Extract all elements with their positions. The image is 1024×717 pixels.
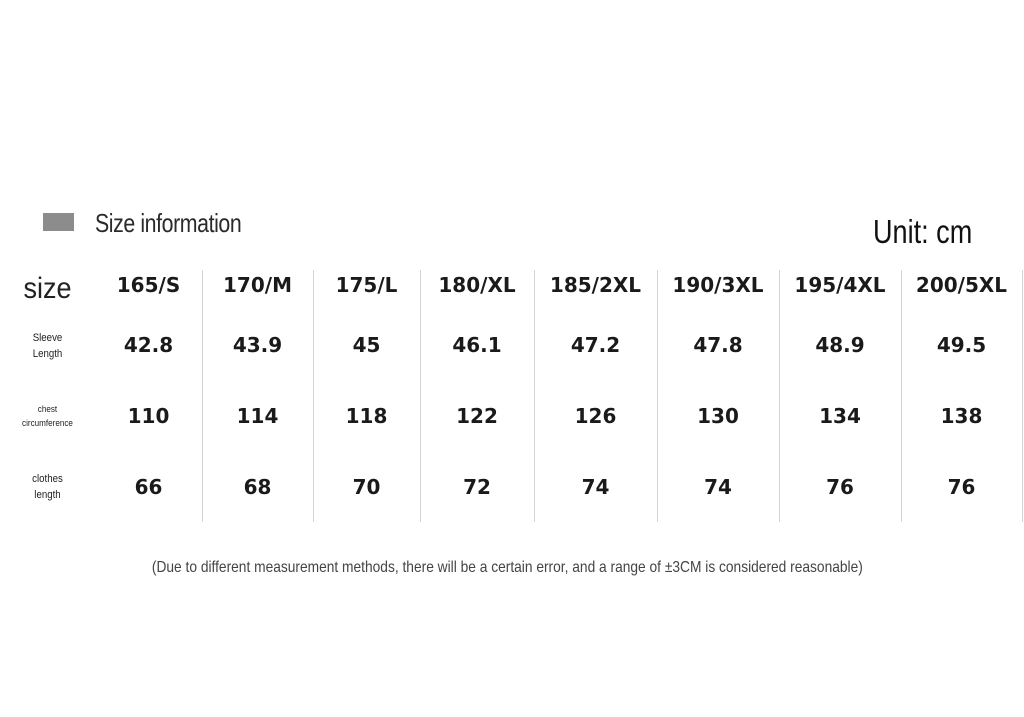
column-divider: [779, 270, 780, 522]
row-label-clothes-length: clothes length: [32, 473, 63, 501]
size-column-header: 170/M: [223, 273, 292, 297]
title-swatch: [43, 213, 74, 231]
table-cell: 76: [947, 475, 976, 499]
table-cell: 68: [243, 475, 272, 499]
table-cell: 126: [574, 404, 617, 428]
table-cell: 48.9: [815, 333, 865, 357]
size-table: size 165/S 170/M 175/L 180/XL 185/2XL 19…: [0, 262, 1024, 522]
column-divider: [202, 270, 203, 522]
table-cell: 42.8: [123, 333, 174, 357]
table-cell: 118: [345, 404, 388, 428]
table-cell: 114: [236, 404, 279, 428]
table-cell: 43.9: [232, 333, 283, 357]
table-row: Sleeve Length 42.8 43.9 45 46.1 47.2 47.…: [0, 330, 1024, 370]
size-column-header: 180/XL: [438, 273, 516, 297]
table-cell: 74: [704, 475, 732, 499]
table-cell: 47.2: [570, 333, 621, 357]
size-column-header: 185/2XL: [549, 273, 642, 297]
table-header-row: size 165/S 170/M 175/L 180/XL 185/2XL 19…: [0, 262, 1024, 305]
row-label-sleeve-length: Sleeve Length: [32, 332, 63, 360]
size-column-header: 165/S: [116, 273, 181, 297]
table-cell: 45: [352, 333, 381, 357]
size-column-header: 195/4XL: [794, 273, 886, 297]
table-cell: 138: [940, 404, 983, 428]
row-label-chest-circumference: chest circumference: [22, 404, 73, 428]
unit-label: Unit: cm: [873, 213, 973, 250]
table-cell: 110: [127, 404, 170, 428]
measurement-note: (Due to different measurement methods, t…: [151, 559, 863, 576]
section-title: Size information: [95, 208, 242, 238]
table-cell: 72: [463, 475, 491, 499]
table-cell: 47.8: [693, 333, 743, 357]
size-column-header: 175/L: [335, 273, 398, 297]
table-cell: 46.1: [452, 333, 502, 357]
column-divider: [1022, 270, 1023, 522]
size-column-header: 200/5XL: [915, 273, 1008, 297]
column-divider: [534, 270, 535, 522]
table-cell: 76: [826, 475, 854, 499]
column-divider: [657, 270, 658, 522]
column-divider: [901, 270, 902, 522]
table-cell: 122: [456, 404, 498, 428]
table-row: clothes length 66 68 70 72 74 74 76 76: [0, 471, 1024, 511]
header-row-label: size: [23, 272, 72, 305]
table-cell: 74: [581, 475, 610, 499]
table-cell: 134: [819, 404, 861, 428]
table-cell: 130: [697, 404, 739, 428]
column-divider: [420, 270, 421, 522]
size-column-header: 190/3XL: [672, 273, 764, 297]
table-cell: 70: [352, 475, 381, 499]
column-divider: [313, 270, 314, 522]
table-cell: 49.5: [936, 333, 987, 357]
table-row: chest circumference 110 114 118 122 126 …: [0, 402, 1024, 442]
table-cell: 66: [134, 475, 163, 499]
